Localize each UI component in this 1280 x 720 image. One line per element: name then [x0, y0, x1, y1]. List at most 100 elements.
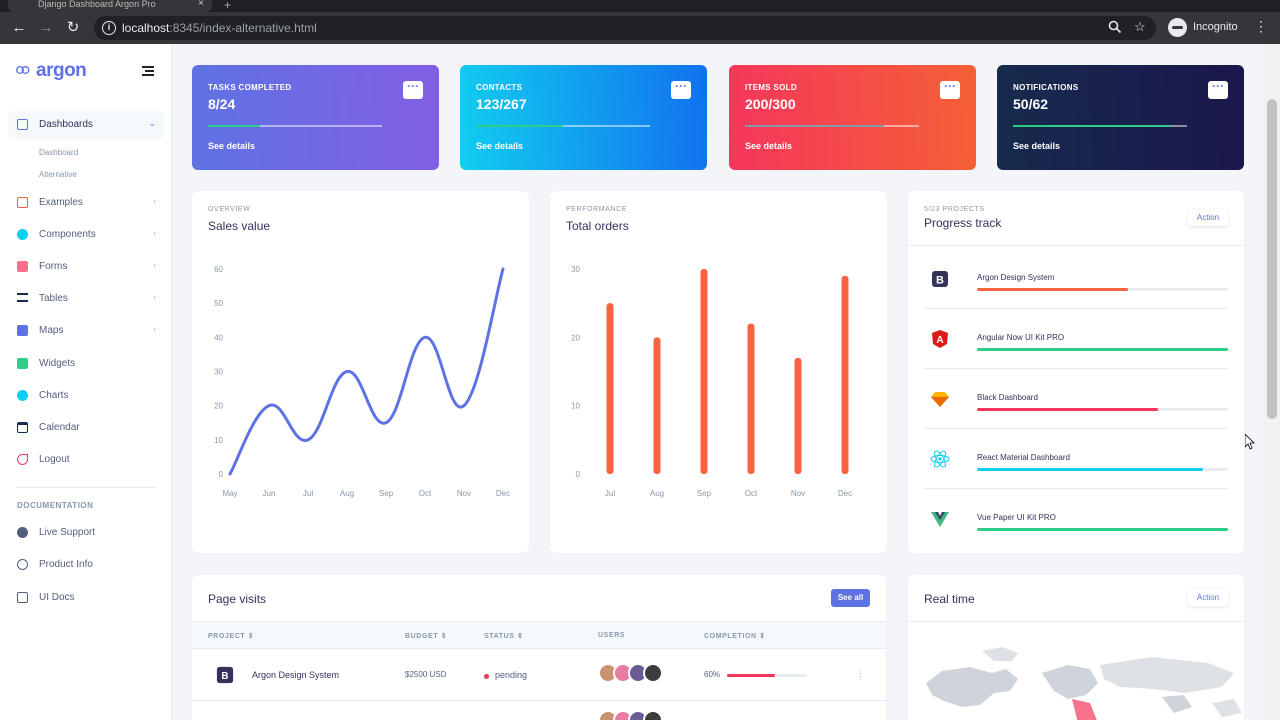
row-menu-icon[interactable]: ⋮ [856, 668, 865, 678]
card-divider [908, 621, 1244, 622]
progress-bar [977, 468, 1228, 471]
angular-logo-icon: A [932, 330, 948, 348]
sidebar-item-forms[interactable]: Forms › [8, 253, 164, 281]
orders-bar [747, 323, 755, 474]
budget-value: $2500 USD [405, 670, 447, 679]
see-details-link[interactable]: See details [476, 141, 524, 151]
sidebar-item-label: UI Docs [39, 592, 75, 603]
sidebar-subitem-dashboard[interactable]: Dashboard [39, 148, 79, 157]
more-options-button[interactable]: ··· [671, 80, 691, 99]
status-dot-icon [484, 674, 489, 679]
column-header-completion[interactable]: COMPLETION ⇕ [704, 633, 766, 640]
sidebar-item-charts[interactable]: Charts [8, 382, 164, 410]
more-options-button[interactable]: ··· [1208, 80, 1228, 99]
incognito-icon [1168, 18, 1187, 37]
chevron-right-icon: › [153, 324, 156, 334]
page-scrollbar[interactable] [1264, 44, 1280, 720]
stat-value: 8/24 [208, 96, 236, 112]
chevron-right-icon: › [153, 196, 156, 206]
bookmark-star-icon[interactable]: ☆ [1134, 19, 1146, 34]
stat-progress-fill [208, 125, 261, 127]
sidebar-item-components[interactable]: Components › [8, 221, 164, 249]
sales-series-line [228, 267, 505, 476]
sidebar-item-label: Live Support [39, 527, 96, 538]
orders-bar [794, 357, 802, 474]
sidebar-item-product-info[interactable]: Product Info [8, 551, 164, 579]
align-left-icon [17, 293, 28, 302]
sidebar-item-logout[interactable]: Logout [8, 446, 164, 474]
sketch-logo-icon [931, 392, 949, 407]
brand-name: argon [36, 60, 87, 81]
stat-progress-bar [476, 125, 650, 127]
card-title: Sales value [208, 219, 271, 233]
scrollbar-thumb[interactable] [1267, 99, 1277, 419]
more-options-button[interactable]: ··· [940, 80, 960, 99]
sidebar-divider [16, 487, 156, 488]
stat-progress-bar [208, 125, 382, 127]
sidebar-item-label: Calendar [39, 422, 80, 433]
browser-tab[interactable]: Django Dashboard Argon Pro × [8, 0, 212, 12]
site-info-icon[interactable]: i [102, 21, 116, 35]
tab-strip: Django Dashboard Argon Pro × + [0, 0, 1280, 12]
stat-title: TASKS COMPLETED [208, 83, 292, 92]
see-all-button[interactable]: See all [831, 589, 870, 607]
x-tick-label: Aug [650, 489, 664, 498]
progress-track-card: 5/23 PROJECTS Progress track Action B Ar… [908, 191, 1244, 553]
progress-bar [977, 348, 1228, 351]
forward-arrow-icon[interactable]: → [38, 19, 54, 36]
stat-progress-fill [476, 125, 563, 127]
table-row [192, 702, 886, 720]
sidebar-subitem-alternative[interactable]: Alternative [39, 170, 77, 179]
real-time-card: Real time Action [908, 575, 1244, 720]
see-details-link[interactable]: See details [745, 141, 793, 151]
zoom-search-icon[interactable] [1108, 20, 1122, 37]
sidebar-item-maps[interactable]: Maps › [8, 317, 164, 345]
x-tick-label: Nov [457, 489, 471, 498]
y-tick-label: 0 [576, 470, 581, 479]
sidebar-item-dashboards[interactable]: Dashboards ⌄ [8, 111, 164, 139]
new-tab-button[interactable]: + [224, 0, 232, 12]
sidebar-item-label: Components [39, 229, 96, 240]
address-bar[interactable]: i localhost:8345/index-alternative.html … [94, 16, 1156, 40]
vue-logo-icon [931, 512, 949, 527]
more-options-button[interactable]: ··· [403, 80, 423, 99]
sidebar-item-examples[interactable]: Examples › [8, 189, 164, 217]
stat-title: NOTIFICATIONS [1013, 83, 1079, 92]
column-header-budget[interactable]: BUDGET ⇕ [405, 633, 448, 640]
sidebar-item-live-support[interactable]: Live Support [8, 519, 164, 547]
column-header-project[interactable]: PROJECT ⇕ [208, 633, 255, 640]
avatar[interactable] [643, 663, 663, 683]
progress-fill [977, 348, 1228, 351]
sidenav-toggler-icon[interactable] [142, 66, 154, 76]
x-tick-label: Aug [340, 489, 354, 498]
sidebar-item-label: Examples [39, 197, 83, 208]
x-tick-label: Oct [419, 489, 432, 498]
sidebar-item-calendar[interactable]: Calendar [8, 414, 164, 442]
browser-toolbar: ← → ↻ i localhost:8345/index-alternative… [0, 12, 1280, 44]
progress-item: Vue Paper UI Kit PRO [924, 489, 1228, 549]
action-button[interactable]: Action [1188, 209, 1228, 226]
y-tick-label: 10 [571, 402, 580, 411]
column-header-status[interactable]: STATUS ⇕ [484, 633, 524, 640]
bootstrap-logo-icon: B [216, 666, 234, 684]
page-visits-card: Page visits See all PROJECT ⇕ BUDGET ⇕ S… [192, 575, 886, 720]
url-text[interactable]: localhost:8345/index-alternative.html [122, 21, 317, 35]
sidebar-item-label: Logout [39, 454, 70, 465]
sidebar-item-widgets[interactable]: Widgets [8, 350, 164, 378]
chevron-right-icon: › [153, 292, 156, 302]
reload-icon[interactable]: ↻ [66, 19, 80, 36]
support-icon [17, 527, 28, 538]
browser-menu-icon[interactable]: ⋮ [1254, 18, 1268, 34]
avatar[interactable] [643, 710, 663, 720]
see-details-link[interactable]: See details [208, 141, 256, 151]
sidebar-item-tables[interactable]: Tables › [8, 285, 164, 313]
sidebar: argon Dashboards ⌄ Dashboard Alternative… [0, 44, 172, 720]
back-arrow-icon[interactable]: ← [11, 19, 27, 36]
chevron-right-icon: › [153, 228, 156, 238]
stat-progress-bar [745, 125, 919, 127]
tab-close-icon[interactable]: × [198, 0, 204, 9]
x-tick-label: Oct [745, 489, 758, 498]
action-button[interactable]: Action [1188, 589, 1228, 606]
sidebar-item-ui-docs[interactable]: UI Docs [8, 584, 164, 612]
see-details-link[interactable]: See details [1013, 141, 1061, 151]
